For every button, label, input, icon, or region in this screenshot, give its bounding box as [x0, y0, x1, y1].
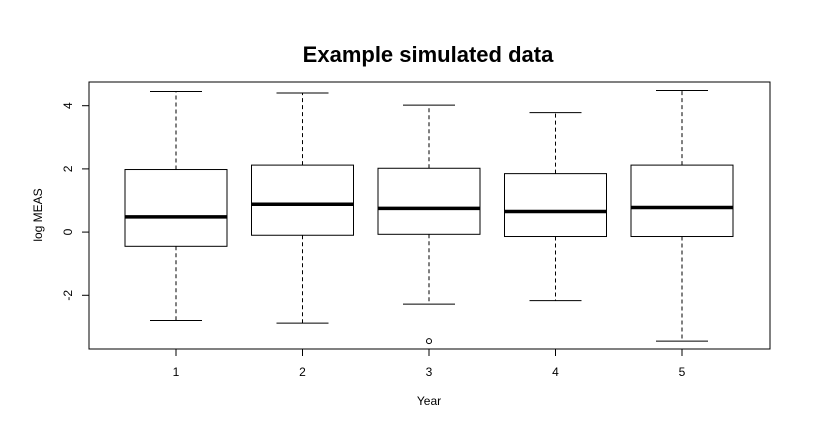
box-iqr	[377, 167, 481, 235]
chart-title: Example simulated data	[303, 42, 554, 67]
box-iqr	[124, 169, 228, 247]
y-tick-label: 0	[61, 228, 75, 235]
box-iqr	[504, 173, 607, 238]
box-group-2	[251, 92, 354, 324]
y-axis-label: log MEAS	[31, 188, 45, 241]
x-tick-label: 2	[299, 365, 306, 379]
y-axis: -2 0 2 4	[61, 102, 89, 301]
x-tick-label: 1	[173, 365, 180, 379]
boxes	[124, 90, 734, 345]
box-group-1	[124, 90, 228, 322]
box-iqr	[251, 164, 354, 236]
box-iqr	[630, 164, 734, 238]
y-tick-label: -2	[61, 290, 75, 301]
box-group-5	[630, 90, 734, 342]
y-tick-label: 2	[61, 165, 75, 172]
box-group-4	[504, 112, 607, 302]
x-tick-label: 5	[679, 365, 686, 379]
x-tick-label: 3	[426, 365, 433, 379]
x-axis: 1 2 3 4 5	[173, 349, 686, 379]
y-tick-label: 4	[61, 102, 75, 109]
outlier-point	[426, 338, 432, 345]
x-tick-label: 4	[552, 365, 559, 379]
box-group-3	[377, 104, 481, 345]
x-axis-label: Year	[417, 394, 441, 408]
